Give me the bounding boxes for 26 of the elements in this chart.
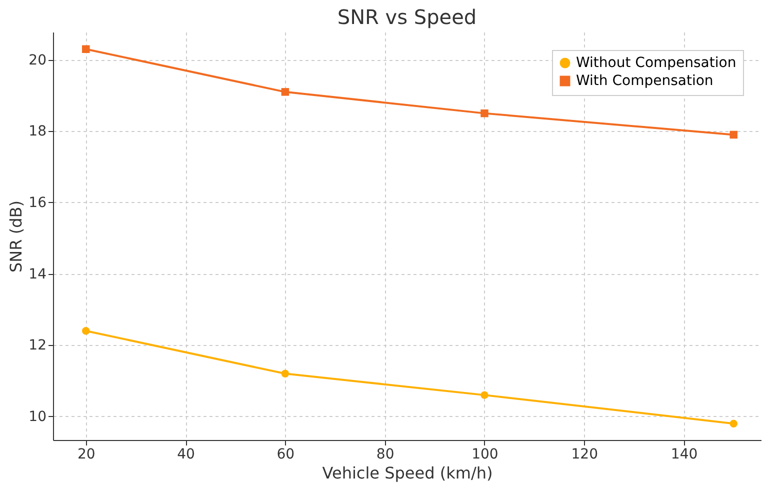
y-tick-label: 16 [28,194,47,211]
x-tick-label: 140 [670,446,698,462]
x-tick-label: 20 [77,446,96,462]
point [480,109,488,118]
x-tick-label: 100 [472,446,498,462]
point [730,130,738,139]
point [480,391,488,399]
chart-title: SNR vs Speed [337,5,477,29]
y-axis-title: SNR (dB) [6,200,26,272]
legend-label: With Compensation [576,73,714,89]
y-tick-label: 20 [28,52,46,68]
x-tick-label: 80 [376,446,394,462]
x-tick-label: 40 [177,446,195,462]
x-tick-label: 60 [276,446,295,462]
x-axis-title: Vehicle Speed (km/h) [322,464,493,482]
point [281,370,290,378]
point [730,420,738,428]
x-tick-label: 120 [571,446,598,462]
y-tick-label: 12 [28,338,46,354]
y-tick-label: 18 [28,124,46,140]
point [82,45,90,53]
point [82,327,90,335]
y-tick-label: 14 [28,266,47,282]
point [281,88,290,96]
y-tick-label: 10 [28,408,46,425]
legend-label: Without Compensation [576,55,736,71]
